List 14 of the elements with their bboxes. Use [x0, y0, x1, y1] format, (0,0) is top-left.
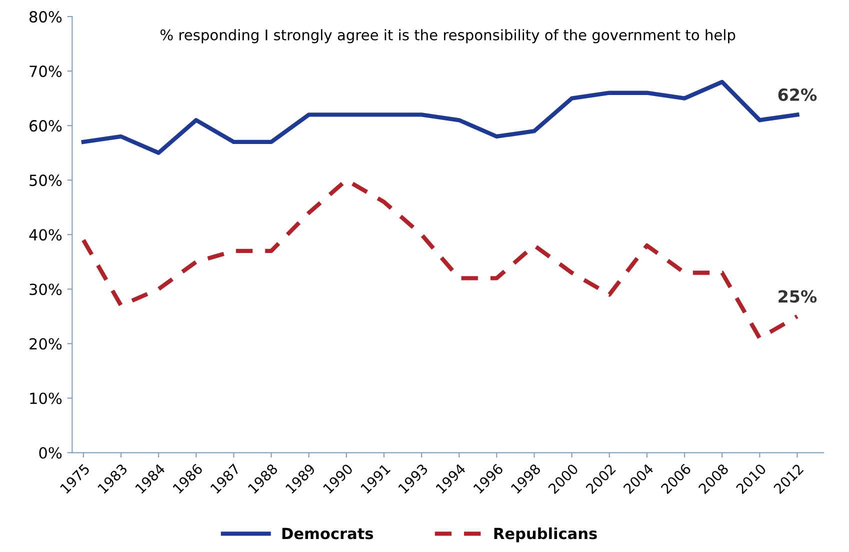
y-tick-label: 20%: [30, 338, 62, 350]
y-tick-label: 70%: [30, 66, 62, 78]
y-tick-label: 80%: [30, 11, 62, 23]
y-tick-label: 40%: [29, 229, 62, 241]
legend-label: Republicans: [494, 527, 597, 542]
annotation: 25%: [778, 290, 817, 303]
y-tick-label: 50%: [30, 174, 62, 186]
annotation: 62%: [778, 88, 817, 102]
legend-label: Democrats: [282, 528, 374, 540]
y-tick-label: 30%: [30, 284, 62, 296]
y-tick-label: 10%: [30, 392, 62, 404]
y-tick-label: 0%: [39, 447, 62, 459]
y-tick-label: 60%: [30, 120, 62, 132]
text: % responding I strongly agree it is the responsibility of the government to help: [160, 29, 736, 44]
